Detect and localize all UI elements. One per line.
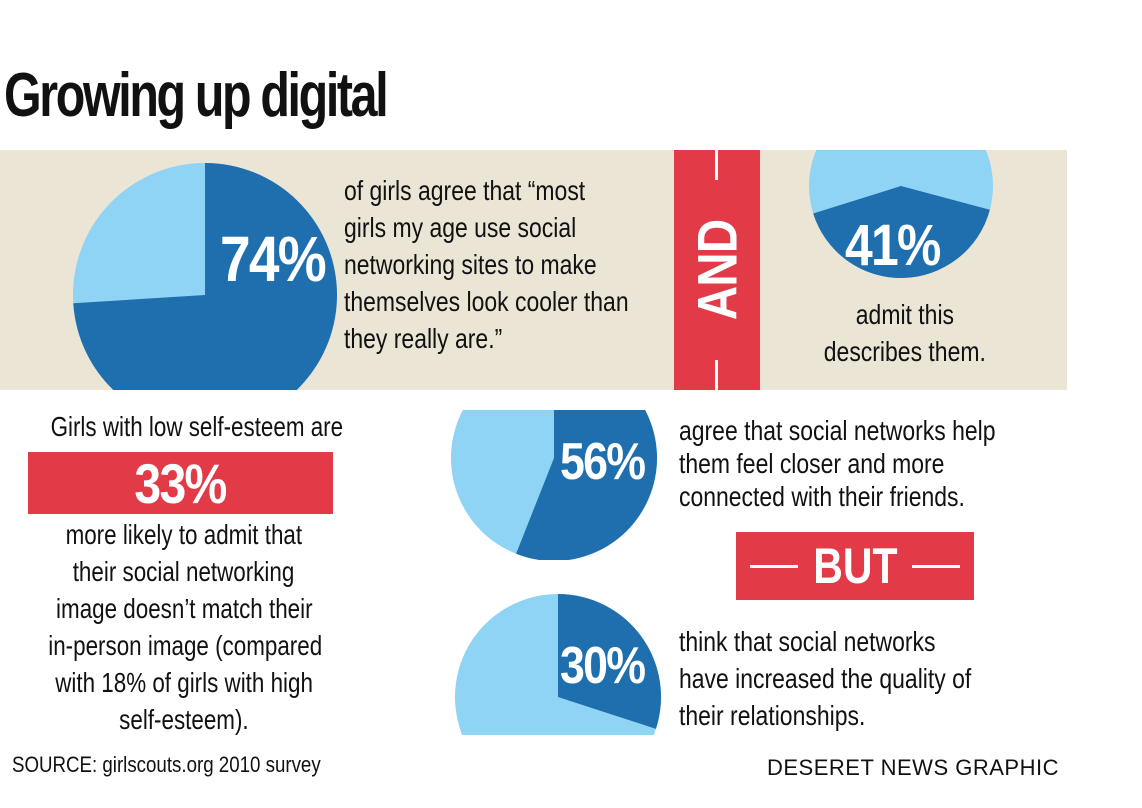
text-line: in-person image (compared: [48, 630, 323, 661]
low-self-esteem-lead: Girls with low self-esteem are: [14, 411, 354, 443]
text-line: admit this: [855, 299, 955, 330]
connector-line: [912, 565, 960, 568]
graphic-credit: DESERET NEWS GRAPHIC: [767, 755, 1059, 780]
pct-30-label: 30%: [560, 637, 646, 695]
pct-33-label: 33%: [134, 452, 228, 515]
text-line: think that social networks: [679, 626, 936, 657]
and-label: AND: [685, 219, 749, 321]
text-line: their social networking: [73, 556, 295, 587]
pie-chart-41: [809, 150, 993, 278]
pie-chart-74: [73, 163, 337, 390]
pie-chart-30: [455, 594, 661, 735]
panel2-text: admit this describes them.: [792, 296, 1018, 370]
text-line: describes them.: [823, 336, 987, 367]
text-line: have increased the quality of: [679, 663, 972, 694]
text-line: self-esteem).: [119, 704, 249, 735]
text-line: networking sites to make: [344, 249, 597, 280]
source-note: SOURCE: girlscouts.org 2010 survey: [12, 752, 321, 777]
panel1-text: of girls agree that “most girls my age u…: [344, 172, 629, 357]
but-label: BUT: [812, 538, 898, 594]
text-line: agree that social networks help: [679, 415, 996, 446]
panel4-text: agree that social networks help them fee…: [679, 414, 996, 513]
but-connector: BUT: [736, 532, 974, 600]
text-line: image doesn’t match their: [55, 593, 313, 624]
panel5-text: think that social networks have increase…: [679, 623, 971, 734]
pct-74-label: 74%: [220, 223, 327, 295]
text-line: themselves look cooler than: [344, 286, 629, 317]
lead-text: Girls with low self-esteem are: [50, 411, 344, 442]
pie-slice-30: [558, 594, 661, 729]
connector-line: [715, 360, 718, 390]
and-connector: AND: [674, 150, 760, 390]
pct-41-label: 41%: [845, 213, 941, 278]
text-line: they really are.”: [344, 323, 503, 354]
highlight-33-bar: 33%: [28, 452, 333, 515]
page-title: Growing up digital: [4, 61, 389, 130]
pct-56-label: 56%: [560, 433, 646, 491]
connector-line: [750, 565, 798, 568]
text-line: girls my age use social: [344, 212, 577, 243]
text-line: more likely to admit that: [65, 519, 303, 550]
panel3-text: more likely to admit that their social n…: [14, 516, 354, 738]
text-line: their relationships.: [679, 700, 866, 731]
pie-slice-56: [516, 410, 657, 560]
pie-chart-56: [451, 410, 657, 560]
text-line: with 18% of girls with high: [55, 667, 313, 698]
pie-slice-74: [73, 163, 337, 390]
connector-line: [715, 150, 718, 180]
text-line: of girls agree that “most: [344, 175, 586, 206]
pie-slice-41: [813, 186, 990, 278]
text-line: them feel closer and more: [679, 448, 945, 479]
text-line: connected with their friends.: [679, 481, 965, 512]
